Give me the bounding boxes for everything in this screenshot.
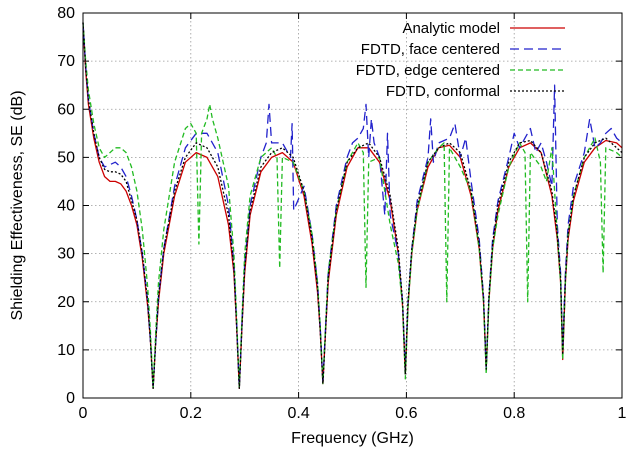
y-tick-label: 20 [57,294,75,311]
legend-label: FDTD, conformal [386,83,500,100]
y-tick-label: 30 [57,246,75,263]
x-tick-label: 0 [79,405,88,422]
y-tick-label: 40 [57,198,75,215]
x-tick-label: 1 [618,405,626,422]
y-tick-label: 80 [57,5,75,22]
y-tick-label: 70 [57,53,75,70]
x-tick-label: 0.6 [395,405,417,422]
legend-label: Analytic model [402,20,500,37]
legend: Analytic model FDTD, face centered FDTD, e… [356,20,565,100]
legend-label: FDTD, edge centered [356,62,500,79]
y-tick-label: 10 [57,342,75,359]
x-tick-label: 0.4 [287,405,309,422]
y-tick-label: 0 [66,390,75,407]
series-lines [82,22,623,390]
grid [83,13,622,398]
x-tick-label: 0.8 [503,405,525,422]
x-axis-title: Frequency (GHz) [291,430,414,447]
y-axis-title: Shielding Effectiveness, SE (dB) [9,90,26,320]
y-tick-label: 60 [57,101,75,118]
y-tick-label: 50 [57,149,75,166]
x-tick-label: 0.2 [180,405,202,422]
legend-label: FDTD, face centered [361,41,500,58]
